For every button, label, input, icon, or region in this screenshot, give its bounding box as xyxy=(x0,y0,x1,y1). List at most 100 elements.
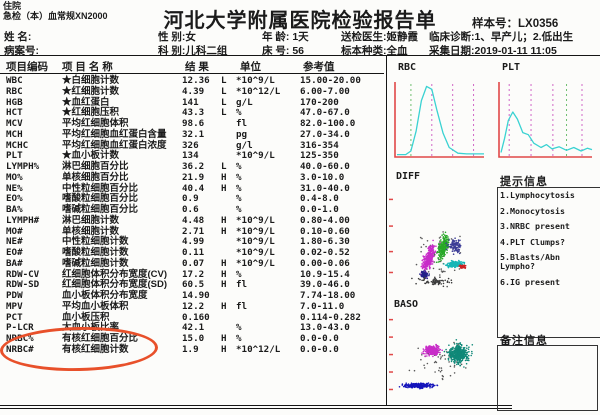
info-field: 科 别:儿科二组 xyxy=(158,45,228,57)
table-row: LYMPH# 淋巴细胞计数 4.48 H *10^9/L 0.80-4.00 xyxy=(0,214,386,227)
tip-item: 6.IG present xyxy=(500,276,560,287)
table-row: RBC ★红细胞计数 4.39 L *10^12/L 6.00-7.00 xyxy=(0,85,386,98)
bottom-double-line xyxy=(0,405,512,409)
cell-unit: *10^9/L xyxy=(236,247,275,258)
cell-ref: 1.80-6.30 xyxy=(300,236,350,248)
cell-code: BA% xyxy=(6,204,23,215)
cell-name: 嗜碱粒细胞百分比 xyxy=(62,204,139,215)
cell-code: RBC xyxy=(6,85,23,97)
table-row: RDW-CV 红细胞体积分布宽度(CV) 17.2 H% 10.9-15.4 xyxy=(0,268,386,281)
table-row: PDW 血小板体积分布宽度 14.90 7.74-18.00 xyxy=(0,290,386,302)
cell-code: NE% xyxy=(6,182,23,194)
cell-ref: 0.02-0.52 xyxy=(300,247,350,258)
info-field: 年 龄: 1天 xyxy=(262,31,309,43)
cell-name: ★红细胞压积 xyxy=(62,107,120,119)
cell-ref: 6.00-7.00 xyxy=(300,85,350,97)
cell-name: ★血红蛋白 xyxy=(62,96,110,108)
cell-unit: g/L xyxy=(236,96,253,108)
table-row: MO% 单核细胞百分比 21.9 H% 3.0-10.0 xyxy=(0,171,386,184)
page-title: 河北大学附属医院检验报告单 xyxy=(163,10,437,32)
cell-code: PCT xyxy=(6,311,23,323)
cell-flag: H xyxy=(221,268,227,280)
patient-info-row: 病案号: 科 别:儿科二组 床 号: 56 标本种类:全血 采集日期:2019-01-1… xyxy=(0,43,600,57)
cell-flag: H xyxy=(221,343,227,355)
cell-unit: fl xyxy=(236,118,248,129)
cell-ref: 39.0-46.0 xyxy=(300,279,350,291)
cell-flag: H xyxy=(221,257,227,269)
cell-unit: *10^12/L xyxy=(236,343,281,355)
cell-ref: 7.0-11.0 xyxy=(300,300,345,312)
cell-ref: 316-354 xyxy=(300,139,339,151)
plt-chart-label: PLT xyxy=(502,62,521,73)
cell-code: PLT xyxy=(6,150,23,162)
column-header: 项 目 名 称 xyxy=(62,61,113,73)
cell-ref: 0.80-4.00 xyxy=(300,214,350,226)
header-divider-line xyxy=(0,55,600,56)
cell-code: MPV xyxy=(6,300,23,312)
cell-unit: *10^9/L xyxy=(236,214,275,226)
cell-result: 0.11 xyxy=(182,247,205,258)
cell-flag: L xyxy=(221,85,227,97)
table-row: BA# 嗜碱粒细胞计数 0.07 H *10^9/L 0.00-0.06 xyxy=(0,257,386,270)
cell-unit: *10^9/L xyxy=(236,75,275,86)
table-row: HCT ★红细胞压积 43.3 L% 47.0-67.0 xyxy=(0,107,386,119)
diff-scattergram-chart xyxy=(389,198,467,288)
info-field: 标本种类:全血 xyxy=(341,45,408,57)
cell-ref: 125-350 xyxy=(300,150,339,162)
cell-code: EO# xyxy=(6,247,23,258)
cell-name: 平均红细胞体积 xyxy=(62,118,129,129)
tip-item: 1.Lymphocytosis xyxy=(500,190,575,200)
cell-name: 红细胞体积分布宽度(CV) xyxy=(62,268,168,280)
cell-flag: H xyxy=(221,171,227,183)
table-row: EO# 嗜酸粒细胞计数 0.11 *10^9/L 0.02-0.52 xyxy=(0,247,386,259)
cell-result: 0.9 xyxy=(182,193,199,205)
cell-name: ★血小板计数 xyxy=(62,150,120,162)
cell-code: MO# xyxy=(6,225,23,237)
table-row: MCH 平均红细胞血红蛋白含量 32.1 pg 27.0-34.0 xyxy=(0,129,386,141)
sample-number: 样本号：LX0356 xyxy=(472,18,559,30)
cell-ref: 13.0-43.0 xyxy=(300,322,350,334)
cell-name: 有核红细胞百分比 xyxy=(62,333,139,344)
info-field: 采集日期:2019-01-11 11:05 xyxy=(429,45,557,57)
table-row: EO% 嗜酸粒细胞百分比 0.9% 0.4-8.0 xyxy=(0,193,386,205)
cell-result: 40.4 xyxy=(182,182,205,194)
table-row: MCV 平均红细胞体积 98.6 fl 82.0-100.0 xyxy=(0,118,386,130)
table-row: LYMPH% 淋巴细胞百分比 36.2 L% 40.0-60.0 xyxy=(0,161,386,173)
column-header: 参考值 xyxy=(303,61,335,73)
cell-name: 淋巴细胞百分比 xyxy=(62,161,129,172)
cell-name: 淋巴细胞计数 xyxy=(62,214,120,226)
cell-code: HGB xyxy=(6,96,23,108)
cell-unit: % xyxy=(236,193,242,205)
remarks-title: 备注信息 xyxy=(500,335,548,347)
tip-item: 4.PLT Clumps? xyxy=(500,236,565,247)
report-type-block: 住院 急检（本）血常规XN2000 xyxy=(3,1,108,21)
cell-name: 平均血小板体积 xyxy=(62,300,129,312)
cell-ref: 40.0-60.0 xyxy=(300,161,350,172)
baso-scattergram-chart xyxy=(389,318,474,391)
cell-result: 36.2 xyxy=(182,161,205,172)
report-type-line2: 急检（本）血常规XN2000 xyxy=(3,11,108,21)
cell-ref: 0.4-8.0 xyxy=(300,193,339,205)
cell-result: 0.07 xyxy=(182,257,205,269)
info-field: 性 别:女 xyxy=(158,31,196,43)
rbc-histogram-chart xyxy=(394,82,484,158)
cell-result: 4.99 xyxy=(182,236,205,248)
table-row: NE# 中性粒细胞计数 4.99 *10^9/L 1.80-6.30 xyxy=(0,236,386,248)
tip-item: 5.Blasts/Abn Lympho? xyxy=(500,252,560,271)
cell-flag: L xyxy=(221,96,227,108)
cell-ref: 82.0-100.0 xyxy=(300,118,356,129)
plt-histogram-chart xyxy=(498,82,593,158)
cell-code: EO% xyxy=(6,193,23,205)
cell-name: ★红细胞计数 xyxy=(62,85,120,97)
cell-name: 有核红细胞计数 xyxy=(62,343,129,355)
diff-chart-label: DIFF xyxy=(396,171,421,182)
column-header: 项目编码 xyxy=(6,61,48,73)
table-row: PCT 血小板压积 0.160 0.114-0.282 xyxy=(0,311,386,324)
cell-ref: 170-200 xyxy=(300,96,339,108)
cell-ref: 31.0-40.0 xyxy=(300,182,350,194)
cell-ref: 0.0-1.0 xyxy=(300,204,339,215)
cell-unit: % xyxy=(236,268,242,280)
cell-code: NRBC# xyxy=(6,343,34,355)
cell-result: 1.9 xyxy=(182,343,199,355)
